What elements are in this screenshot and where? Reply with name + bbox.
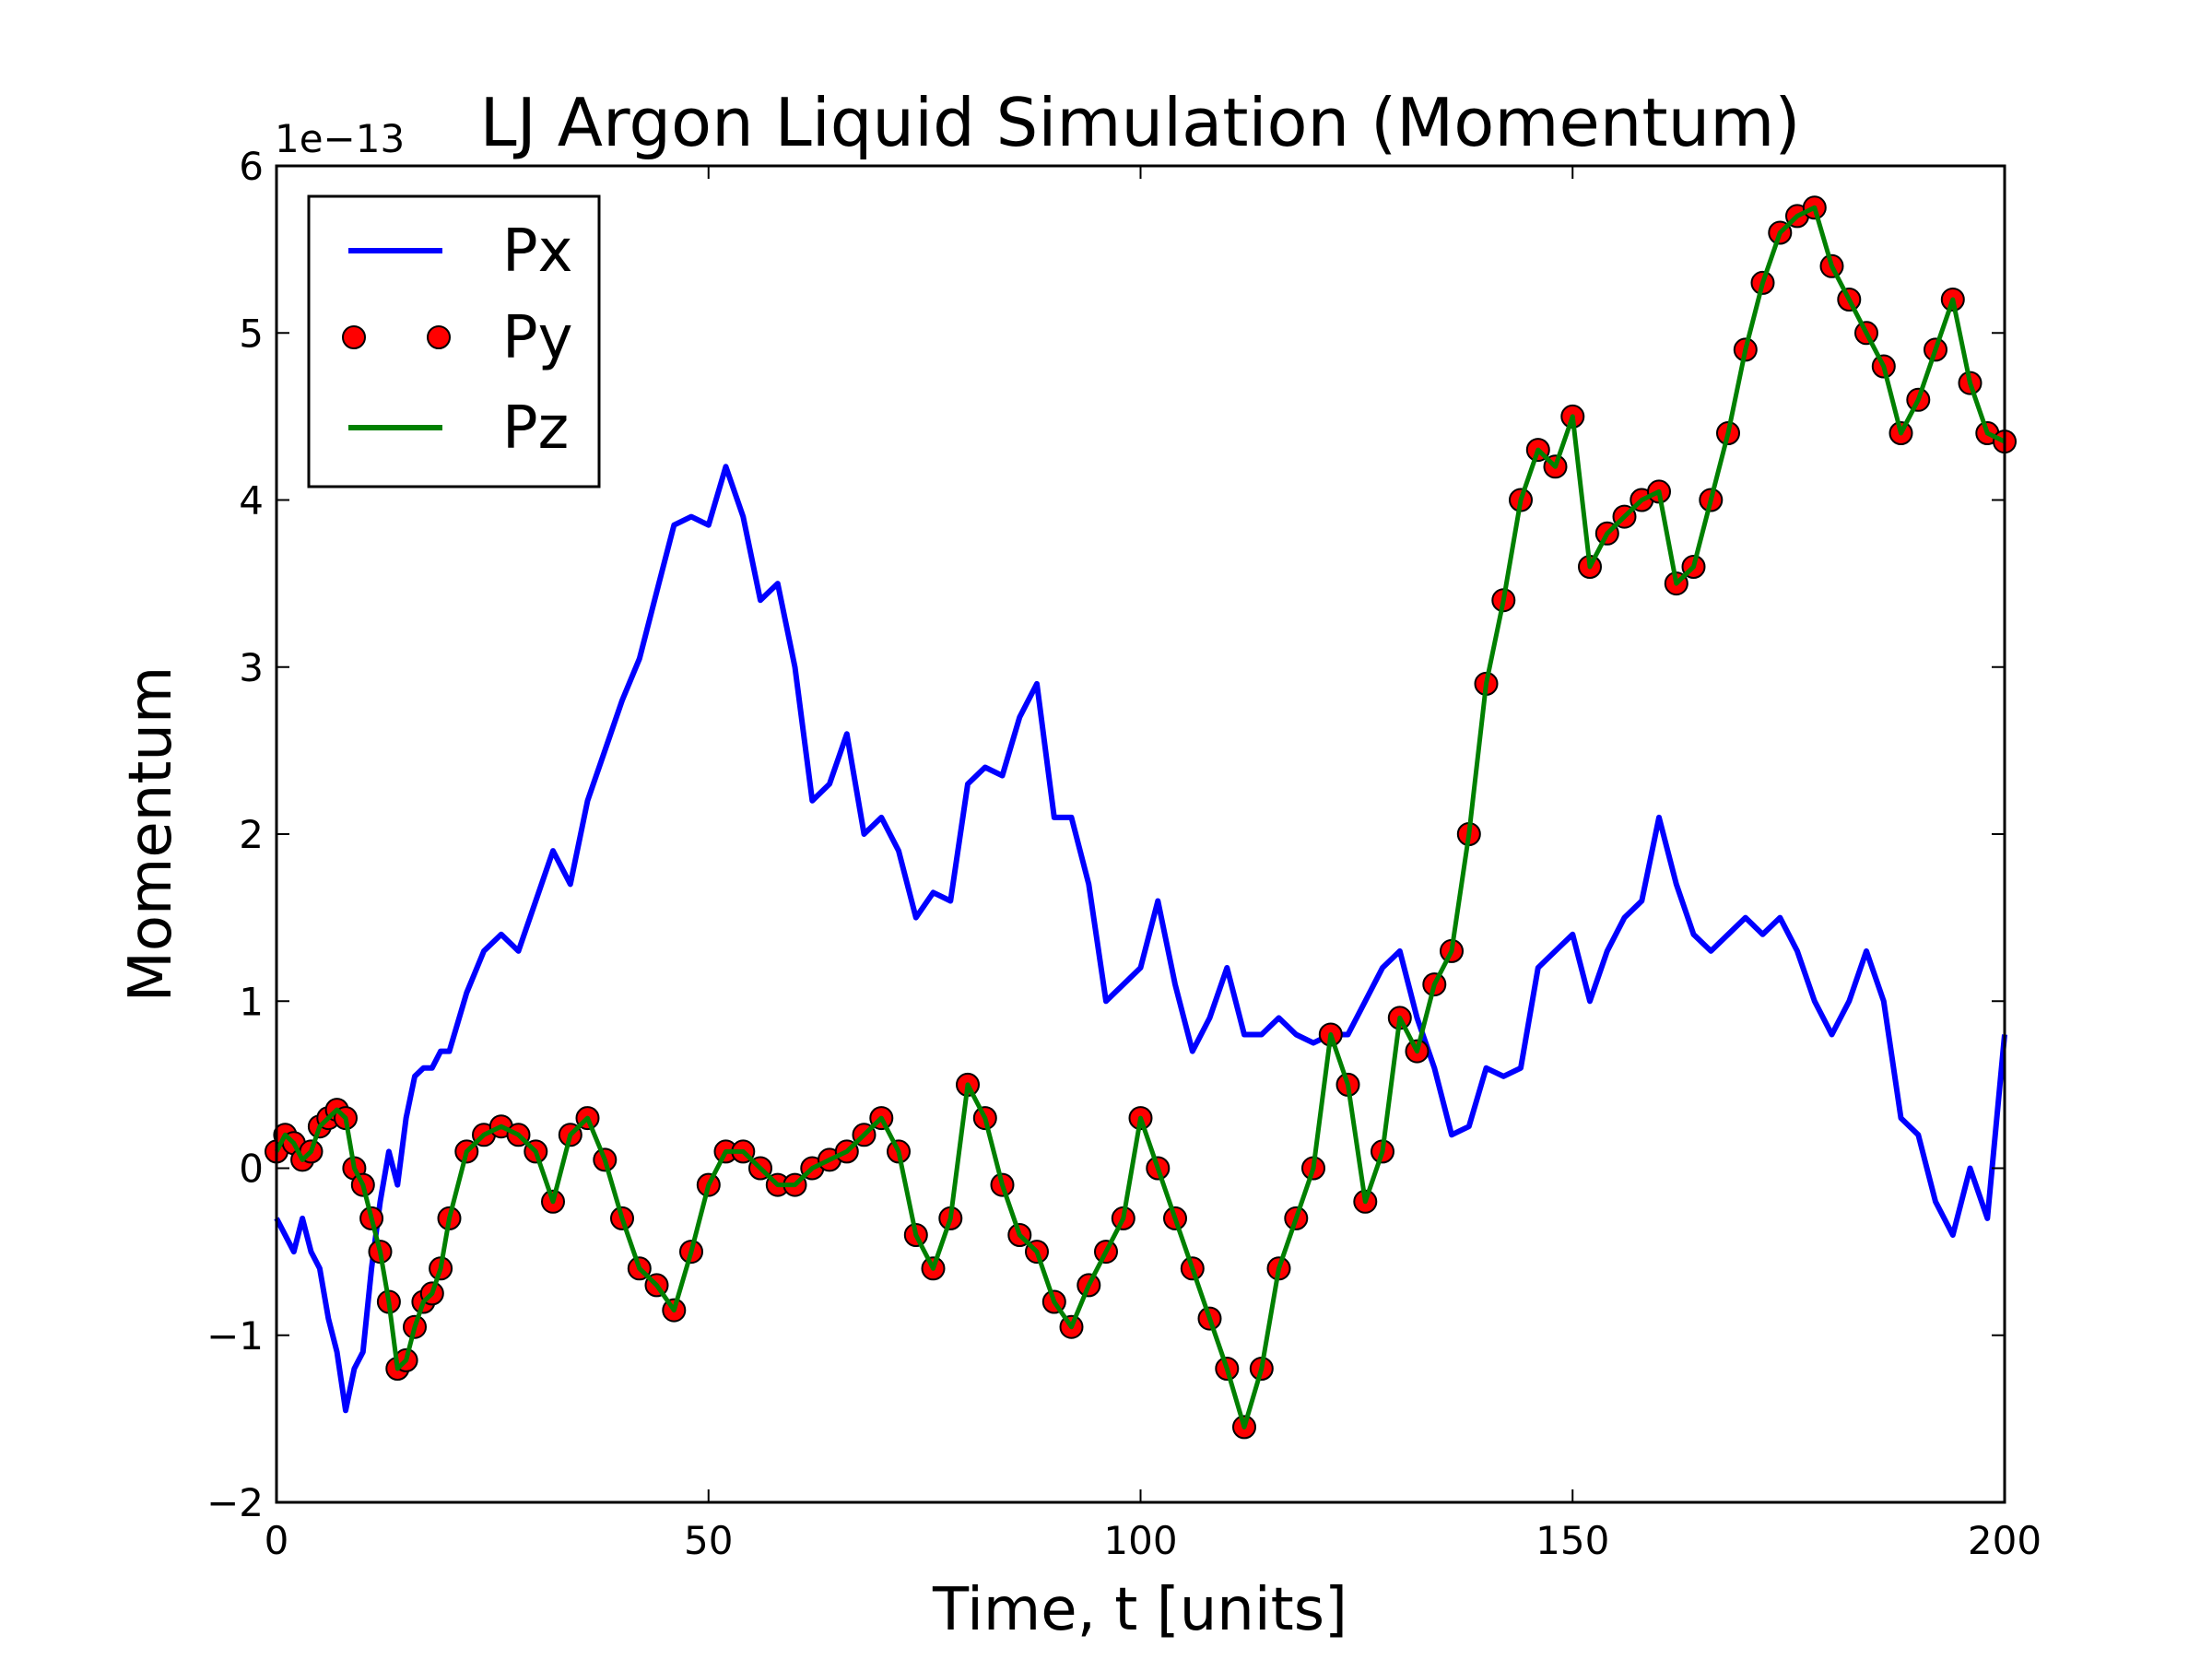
series-layer: [265, 195, 2017, 1440]
series-line-pz: [274, 205, 2006, 1430]
y-tick-label: 4: [239, 478, 264, 524]
legend-py-marker: [427, 325, 451, 349]
chart-title: LJ Argon Liquid Simulation (Momentum): [480, 84, 1801, 161]
y-tick-label: −1: [206, 1313, 264, 1359]
legend-py-label: Py: [502, 304, 572, 372]
x-tick-label: 200: [1968, 1518, 2041, 1563]
x-axis-label: Time, t [units]: [932, 1576, 1347, 1644]
legend-py-marker: [342, 325, 366, 349]
y-tick-label: 5: [239, 311, 264, 356]
x-tick-label: 50: [684, 1518, 733, 1563]
x-tick-label: 150: [1535, 1518, 1609, 1563]
y-tick-label: −2: [206, 1480, 264, 1525]
y-tick-label: 6: [239, 144, 264, 189]
y-offset-text: 1e−13: [275, 116, 405, 161]
y-tick-label: 0: [239, 1147, 264, 1192]
x-tick-label: 100: [1103, 1518, 1177, 1563]
y-axis-label: Momentum: [117, 666, 185, 1003]
series-line-px: [274, 464, 2007, 1414]
x-tick-label: 0: [265, 1518, 289, 1563]
y-tick-label: 2: [239, 812, 264, 857]
y-tick-label: 1: [239, 979, 264, 1024]
y-tick-label: 3: [239, 645, 264, 690]
legend: Px Py Pz: [307, 194, 601, 488]
legend-px-label: Px: [502, 218, 572, 286]
legend-pz-label: Pz: [502, 394, 569, 463]
ticks-layer: 0 50 100 150 200 −2 −1 0 1 2 3 4 5 6: [206, 144, 2041, 1563]
